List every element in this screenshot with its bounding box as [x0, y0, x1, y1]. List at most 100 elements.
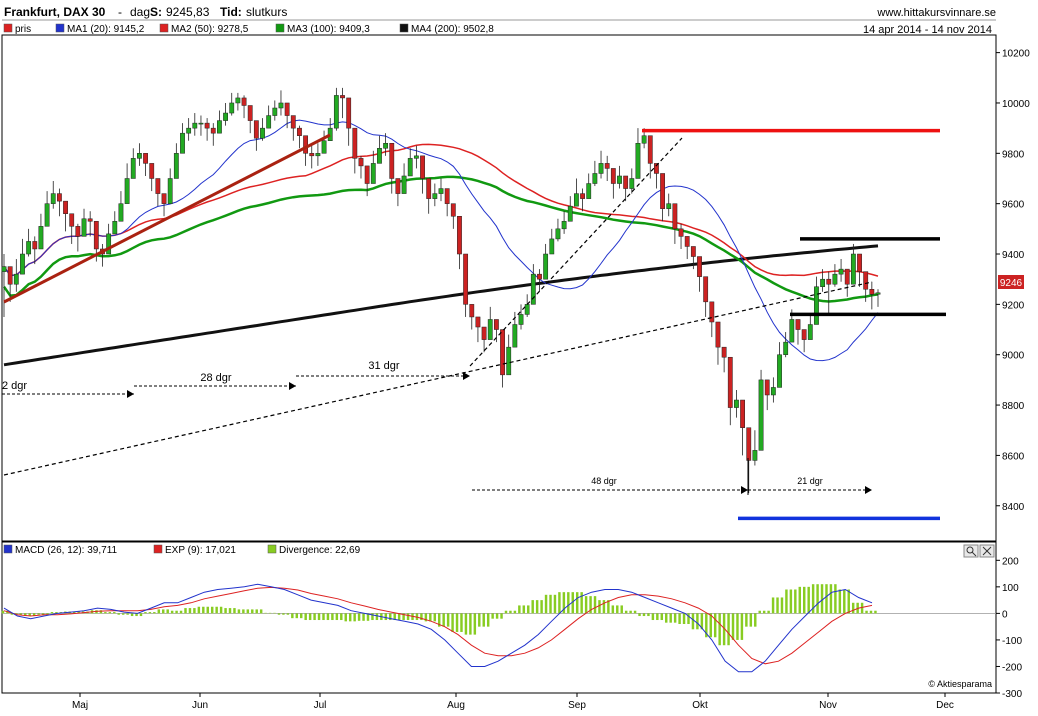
candle-down	[297, 127, 302, 136]
candle-down	[746, 427, 752, 461]
divergence-bar	[393, 613, 396, 621]
interval-label-2: 28 dgr	[200, 372, 232, 384]
close-icon[interactable]	[979, 544, 995, 558]
divergence-bar	[219, 606, 223, 614]
short-dashed-trendline	[469, 137, 683, 367]
candle-up	[223, 112, 228, 121]
legend-item-0: pris	[15, 24, 31, 35]
candle-down	[493, 319, 499, 330]
candle-down	[857, 253, 862, 272]
y-tick-label-9800: 9800	[1002, 149, 1025, 160]
divergence-bar	[656, 613, 659, 621]
candle-up	[383, 142, 389, 149]
candle-down	[340, 95, 345, 99]
candle-up	[173, 153, 179, 179]
divergence-bar	[665, 613, 668, 623]
candle-up	[561, 221, 567, 230]
credit-text: © Aktiesparama	[928, 679, 992, 689]
candle-up	[512, 324, 518, 348]
candle-down	[715, 321, 721, 348]
divergence-bar	[616, 605, 619, 614]
divergence-bar	[121, 613, 125, 615]
divergence-bar	[429, 613, 432, 622]
divergence-bar	[749, 613, 753, 627]
macd-legend-swatch-0	[3, 544, 13, 554]
candle-down	[795, 319, 801, 330]
divergence-bar	[72, 611, 76, 614]
divergence-bar	[268, 612, 272, 614]
macd-legend: MACD (26, 12): 39,711 EXP (9): 17,021 Dive…	[3, 544, 361, 556]
candle-down	[721, 346, 727, 358]
candle-down	[149, 163, 155, 179]
legend-item-4: MA4 (200): 9502,8	[411, 24, 494, 35]
candle-up	[217, 120, 222, 134]
divergence-bar	[754, 613, 757, 627]
last-price-badge: 9246	[998, 275, 1024, 289]
candle-down	[500, 329, 505, 376]
candle-down	[764, 379, 770, 396]
divergence-bar	[678, 613, 681, 624]
divergence-bar	[780, 597, 784, 614]
divergence-bar	[553, 594, 557, 614]
candle-up	[26, 241, 32, 255]
divergence-bar	[558, 592, 561, 614]
divergence-bar	[424, 613, 428, 622]
magnifier-icon[interactable]	[963, 544, 979, 558]
divergence-bar	[344, 613, 347, 622]
candle-down	[463, 253, 469, 305]
divergence-bar	[713, 613, 717, 638]
candle-up	[752, 450, 758, 461]
divergence-bar	[104, 612, 107, 614]
legend-swatch-0	[3, 23, 13, 33]
divergence-bar	[718, 613, 721, 646]
candle-down	[290, 115, 296, 129]
candle-up	[137, 153, 142, 159]
candle-down	[444, 188, 450, 204]
x-tick-label-Maj: Maj	[72, 700, 88, 711]
candle-up	[555, 228, 561, 240]
divergence-bar	[580, 592, 583, 614]
divergence-bar	[99, 610, 103, 614]
candle-up	[260, 127, 265, 139]
divergence-bar	[482, 613, 485, 627]
divergence-bar	[193, 608, 196, 614]
divergence-bar	[389, 613, 392, 621]
website-link[interactable]: www.hittakursvinnare.se	[876, 7, 996, 19]
divergence-bar	[527, 605, 530, 614]
y-tick-label-9400: 9400	[1002, 250, 1025, 261]
divergence-bar	[10, 613, 14, 615]
candle-up	[432, 193, 438, 199]
divergence-bar	[41, 613, 45, 615]
candle-down	[863, 271, 869, 290]
divergence-bar	[228, 608, 232, 614]
candle-down	[654, 163, 659, 174]
x-tick-label-Nov: Nov	[819, 700, 837, 711]
candle-up	[666, 203, 672, 209]
candle-down	[580, 193, 585, 199]
candle-up	[549, 238, 555, 255]
divergence-bar	[139, 613, 143, 617]
divergence-bar	[745, 613, 748, 627]
candle-down	[826, 278, 832, 285]
candle-up	[598, 163, 604, 174]
divergence-bar	[135, 613, 138, 617]
divergence-bar	[682, 613, 686, 624]
legend-swatch-3	[275, 23, 285, 33]
divergence-bar	[335, 613, 339, 621]
divergence-bar	[611, 605, 615, 614]
divergence-bar	[816, 584, 819, 614]
candle-up	[635, 142, 641, 179]
x-tick-label-Okt: Okt	[692, 700, 708, 711]
divergence-bar	[549, 594, 552, 614]
candle-down	[56, 193, 62, 202]
candle-up	[180, 132, 185, 154]
divergence-bar	[584, 596, 588, 614]
divergence-bar	[277, 613, 281, 615]
divergence-bar	[673, 613, 677, 623]
month-x-axis: Maj Jun Jul Aug Sep Okt Nov Dec	[72, 693, 954, 711]
divergence-bar	[500, 613, 503, 619]
divergence-bar	[491, 613, 494, 619]
candle-up	[1, 266, 7, 272]
x-tick-label-Sep: Sep	[568, 700, 586, 711]
candle-down	[346, 97, 352, 129]
